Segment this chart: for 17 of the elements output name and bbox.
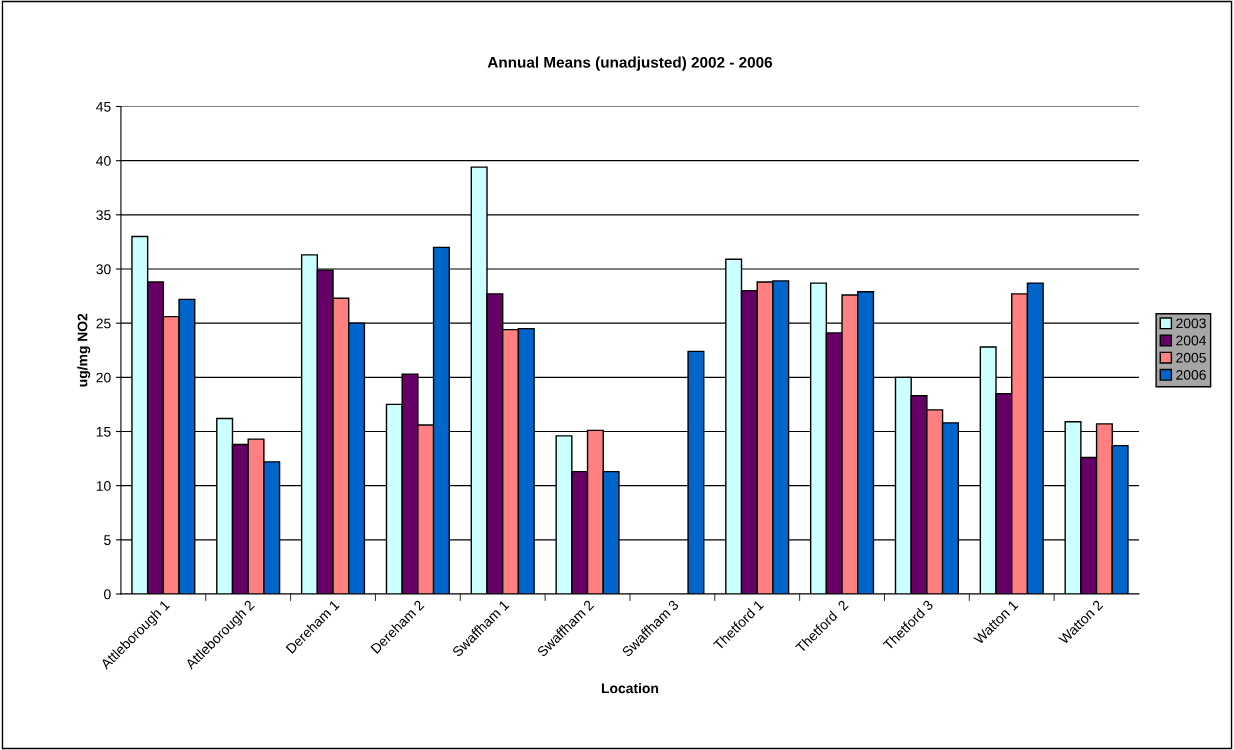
y-tick-label: 0 bbox=[104, 589, 111, 600]
y-tick-label: 35 bbox=[96, 210, 111, 220]
y-tick-label: 10 bbox=[96, 481, 111, 491]
y-tick-label: 45 bbox=[96, 101, 111, 112]
legend-label: 2005 bbox=[1176, 352, 1206, 363]
y-tick-label: 15 bbox=[96, 426, 111, 437]
y-tick-label: 5 bbox=[104, 535, 111, 545]
y-axis-title: ug/mg NO2 bbox=[77, 313, 91, 387]
legend-label: 2003 bbox=[1176, 318, 1206, 329]
legend-label: 2004 bbox=[1176, 335, 1207, 346]
chart-title: Annual Means (unadjusted) 2002 - 2006 bbox=[487, 56, 773, 71]
x-axis-title: Location bbox=[601, 683, 659, 694]
y-tick-label: 20 bbox=[96, 372, 111, 383]
legend-label: 2006 bbox=[1176, 369, 1206, 380]
y-tick-label: 25 bbox=[96, 318, 111, 329]
y-tick-label: 40 bbox=[96, 156, 111, 166]
y-tick-label: 30 bbox=[96, 264, 111, 275]
